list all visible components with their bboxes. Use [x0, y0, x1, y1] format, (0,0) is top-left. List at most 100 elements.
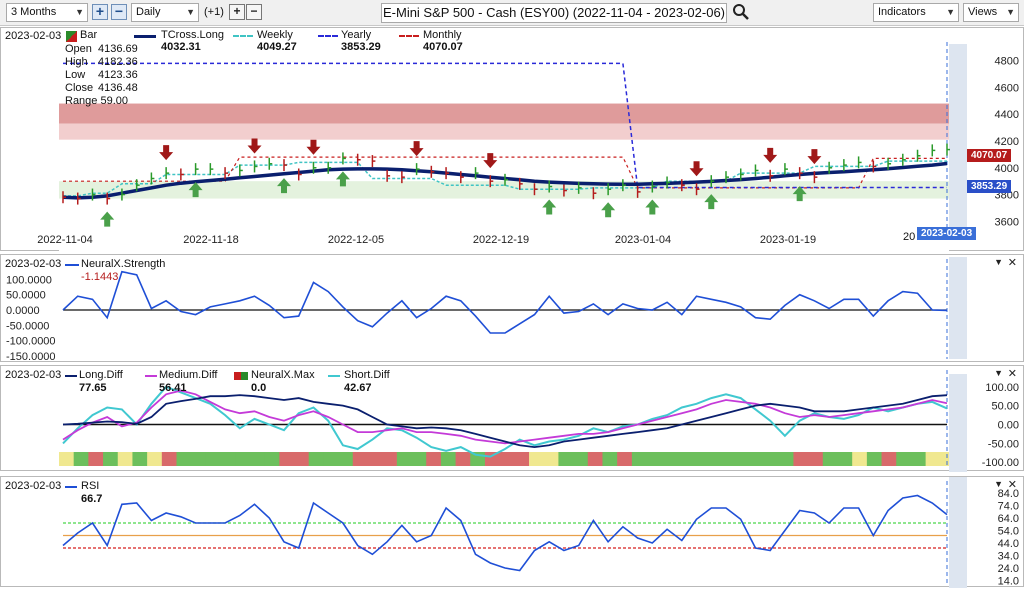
monthly-legend-swatch [399, 35, 419, 37]
price-tick-label: 4800 [995, 56, 1019, 68]
signal-strip-cell [778, 452, 794, 466]
strength-legend-name: NeuralX.Strength [81, 258, 166, 270]
price-tick-label: 4200 [995, 136, 1019, 148]
strength-series [62, 270, 948, 334]
price-panel[interactable]: 3600 3800 4000 4200 4400 4600 4800 2022-11-04 20… [0, 27, 1024, 252]
rsi-legend-value: 66.7 [81, 493, 103, 505]
symbol-title[interactable]: E-Mini S&P 500 - Cash (ESY00) (2022-11-0… [381, 3, 727, 23]
bar-legend-icon [66, 31, 77, 42]
strength-tick-label: 0.0000 [6, 305, 40, 317]
rsi-tick-label: 74.0 [998, 501, 1019, 513]
rsi-tick-label: 64.0 [998, 513, 1019, 525]
signal-strip-cell [382, 452, 398, 466]
range-select[interactable]: 3 Months ▼ [6, 3, 88, 22]
strength-panel[interactable]: -150.0000 -100.0000 -50.0000 0.0000 50.0000 1… [0, 254, 1024, 363]
close-icon[interactable]: ✕ [1007, 257, 1017, 269]
views-menu-label: Views [968, 6, 998, 18]
diff-panel[interactable]: -100.00 -50.00 0.00 50.00 100.00 2023-02-03 … [0, 365, 1024, 472]
medium-diff-name: Medium.Diff [159, 369, 218, 381]
short-diff-series [62, 385, 948, 458]
yearly-price-tag: 3853.29 [967, 180, 1012, 193]
zoom-in-button[interactable]: + [92, 4, 108, 20]
chevron-down-icon: ▼ [75, 7, 84, 17]
collapse-icon[interactable]: ▼ [994, 479, 1003, 489]
price-x-tick-label: 2022-12-19 [473, 234, 529, 246]
price-x-tick-label: 2022-11-18 [183, 234, 238, 246]
close-icon[interactable]: ✕ [1007, 479, 1017, 491]
chevron-down-icon: ▼ [186, 7, 195, 17]
sell-arrow [159, 145, 174, 161]
signal-strip-cell [558, 452, 574, 466]
strength-tick-label: -50.0000 [6, 320, 49, 332]
search-icon[interactable] [732, 3, 750, 21]
interval-select[interactable]: Daily ▼ [131, 3, 199, 22]
collapse-icon[interactable]: ▼ [994, 257, 1003, 267]
price-tick-label: 4400 [995, 109, 1019, 121]
price-date: 2023-02-03 [5, 30, 62, 42]
signal-strip-cell [103, 452, 119, 466]
signal-strip-cell [837, 452, 853, 466]
signal-strip-cell [176, 452, 192, 466]
signal-strip-cell [279, 452, 295, 466]
ohlc-close-value: 4136.48 [98, 82, 138, 94]
signal-strip-cell [220, 452, 236, 466]
chevron-down-icon: ▼ [1006, 7, 1015, 17]
buy-arrow [601, 202, 616, 218]
strength-tick-label: 100.0000 [6, 274, 52, 286]
legend-yearly: Yearly [341, 29, 372, 41]
neuralx-max-name: NeuralX.Max [251, 369, 315, 381]
offset-minus-button[interactable]: − [246, 4, 262, 20]
buy-arrow [542, 199, 557, 215]
rsi-tick-label: 84.0 [998, 488, 1019, 500]
sell-arrow [247, 138, 262, 154]
ohlc-high-label: High [65, 56, 88, 68]
medium-diff-swatch [145, 375, 157, 377]
plot-background [59, 28, 949, 252]
axis-scrollbar [949, 257, 967, 359]
collapse-icon[interactable]: ▼ [994, 368, 1003, 378]
signal-strip-cell [617, 452, 633, 466]
rsi-tick-label: 54.0 [998, 526, 1019, 538]
price-x-tick-label: 2022-12-05 [328, 234, 384, 246]
axis-scrollbar [949, 374, 967, 472]
signal-strip-cell [719, 452, 736, 466]
strength-tick-label: 50.0000 [6, 290, 46, 302]
signal-strip-cell [675, 452, 692, 466]
sell-arrow [763, 147, 778, 163]
indicators-menu[interactable]: Indicators ▼ [873, 3, 959, 22]
signal-strip-cell [264, 452, 280, 466]
signal-strip-cell [73, 452, 89, 466]
signal-strip-cell [793, 452, 809, 466]
rsi-panel[interactable]: 14.0 24.0 34.0 44.0 54.0 64.0 74.0 84.0 2023-02… [0, 476, 1024, 588]
buy-arrow [188, 182, 203, 198]
rsi-tick-label: 44.0 [998, 538, 1019, 550]
signal-strip-cell [764, 452, 780, 466]
strength-tick-label: -100.0000 [6, 336, 56, 348]
offset-plus-button[interactable]: + [229, 4, 245, 20]
range-label: Range 59.00 [65, 95, 128, 107]
signal-strip-cell [808, 452, 824, 466]
legend-monthly: Monthly [423, 29, 462, 41]
long-diff-series [62, 394, 948, 449]
strength-legend-swatch [65, 264, 79, 266]
monthly-price-tag: 4070.07 [967, 149, 1012, 162]
signal-strip-cell [308, 452, 324, 466]
rsi-legend-name: RSI [81, 480, 100, 492]
buy-arrow [792, 186, 807, 202]
views-menu[interactable]: Views ▼ [963, 3, 1019, 22]
zoom-out-button[interactable]: − [111, 4, 127, 20]
buy-arrow [645, 199, 660, 215]
rsi-tick-label: 14.0 [998, 576, 1019, 588]
price-tick-label: 3600 [995, 216, 1019, 228]
legend-weekly: Weekly [257, 29, 293, 41]
signal-strip-cell [323, 452, 339, 466]
signal-strip-cell [749, 452, 765, 466]
close-icon[interactable]: ✕ [1007, 368, 1017, 380]
ohlc-open-value: 4136.69 [98, 43, 138, 55]
ohlc-low-value: 4123.36 [98, 69, 138, 81]
axis-scrollbar [949, 44, 967, 230]
signal-strip-cell [646, 452, 662, 466]
signal-strip-cell [88, 452, 104, 466]
strength-chart: -150.0000 -100.0000 -50.0000 0.0000 50.0000 1… [6, 257, 967, 363]
signal-strip-cell [587, 452, 603, 466]
